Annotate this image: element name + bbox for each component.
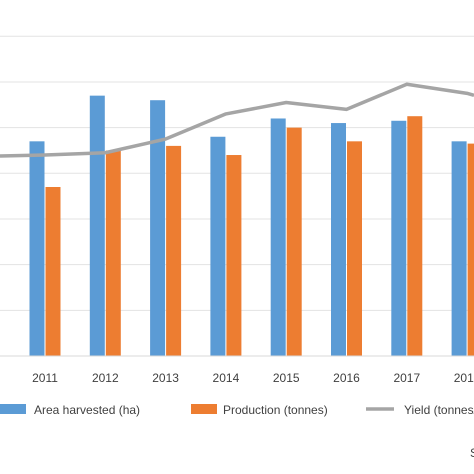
bar-production-2015 [286, 127, 302, 357]
legend: Area harvested (ha) Production (tonnes) … [0, 403, 474, 417]
bar-production-2016 [347, 141, 362, 356]
bar-area-harvested-2011 [29, 141, 45, 356]
bar-production-2018 [467, 143, 474, 356]
bar-area-harvested-2013 [150, 100, 166, 356]
bar-production-2011 [45, 187, 61, 356]
bar-area-harvested-2018 [451, 141, 467, 356]
yield-line [0, 82, 474, 158]
bars [29, 95, 474, 357]
footer-fragment: S [470, 446, 474, 460]
legend-label-production: Production (tonnes) [223, 403, 328, 417]
bar-production-2017 [407, 116, 423, 357]
legend-label-area: Area harvested (ha) [34, 403, 140, 417]
bar-area-harvested-2015 [270, 118, 286, 357]
x-axis-ticks: 2011 2012 2013 2014 2015 2016 2017 2018 [32, 371, 474, 385]
x-tick-label: 2014 [213, 371, 240, 385]
x-tick-label: 2015 [273, 371, 300, 385]
bar-area-harvested-2014 [210, 136, 226, 356]
x-tick-label: 2018 [454, 371, 474, 385]
x-tick-label: 2012 [92, 371, 119, 385]
bar-area-harvested-2016 [331, 123, 346, 357]
bar-area-harvested-2012 [89, 95, 105, 356]
legend-label-yield: Yield (tonnes/ha) [404, 403, 474, 417]
x-tick-label: 2011 [32, 371, 58, 385]
bar-area-harvested-2017 [391, 120, 407, 357]
bar-production-2012 [105, 150, 121, 356]
legend-swatch-area [0, 404, 26, 414]
bar-production-2013 [166, 145, 182, 356]
x-tick-label: 2017 [393, 371, 420, 385]
yield-series-line [0, 82, 474, 158]
x-tick-label: 2016 [333, 371, 360, 385]
x-tick-label: 2013 [152, 371, 179, 385]
legend-swatch-production [191, 404, 217, 414]
bar-production-2014 [226, 155, 242, 356]
